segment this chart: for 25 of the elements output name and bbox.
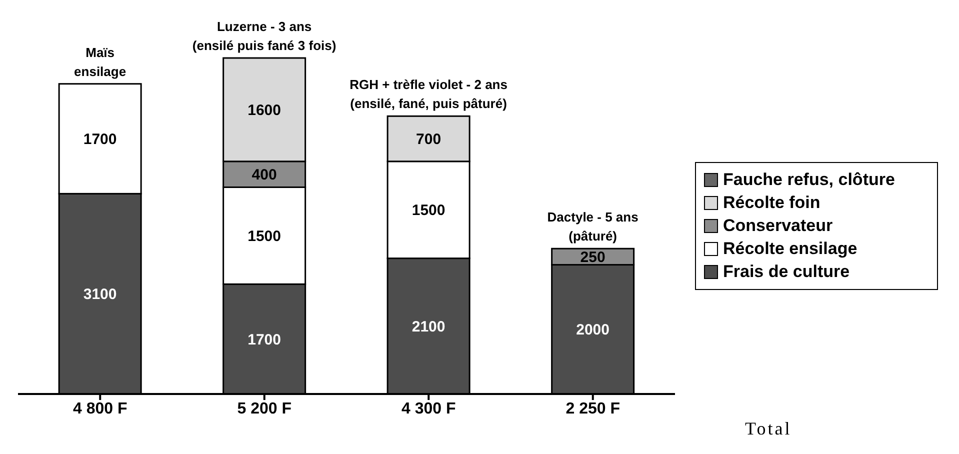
total-label: 5 200 F: [237, 400, 292, 418]
x-tick-label: Maïs ensilage: [74, 44, 126, 79]
legend-label: Récolte foin: [723, 193, 820, 213]
legend-label: Conservateur: [723, 216, 833, 236]
x-tick-label: RGH + trèfle violet - 2 ans (ensilé, fané, puis pâturé): [350, 77, 508, 112]
total-label: 4 300 F: [401, 400, 456, 418]
data-label: 1600: [248, 102, 281, 120]
data-label: 3100: [83, 286, 117, 304]
x-tick-label: Luzerne - 3 ans (ensilé puis fané 3 fois): [192, 19, 336, 53]
legend-label: Frais de culture: [723, 262, 850, 282]
total-label: 4 800 F: [72, 400, 128, 418]
legend-label: Récolte ensilage: [723, 239, 858, 259]
x-tick-label: Dactyle - 5 ans (pâturé): [547, 210, 638, 244]
data-label: 250: [580, 249, 606, 266]
data-label: 2100: [412, 318, 446, 336]
data-label: 1500: [248, 228, 281, 246]
legend-label: Fauche refus, clôture: [723, 170, 895, 190]
x-axis-title: Total: [745, 418, 792, 438]
data-label: 2000: [576, 322, 610, 339]
total-label: 2 250 F: [566, 400, 620, 418]
data-label: 700: [416, 131, 442, 148]
data-label: 1700: [83, 131, 117, 148]
data-label: 400: [252, 166, 277, 184]
data-label: 1500: [412, 202, 446, 220]
data-label: 1700: [248, 331, 281, 348]
